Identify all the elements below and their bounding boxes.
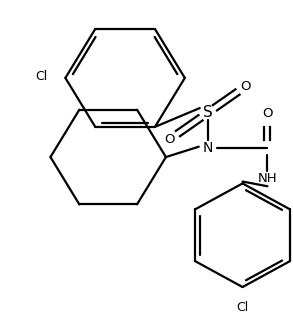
Text: Cl: Cl xyxy=(236,301,249,314)
Text: O: O xyxy=(262,107,273,120)
Text: NH: NH xyxy=(258,172,277,185)
Text: Cl: Cl xyxy=(35,69,47,83)
Text: O: O xyxy=(240,80,251,93)
Text: S: S xyxy=(203,105,213,120)
Text: N: N xyxy=(202,141,213,154)
Text: O: O xyxy=(165,133,175,146)
